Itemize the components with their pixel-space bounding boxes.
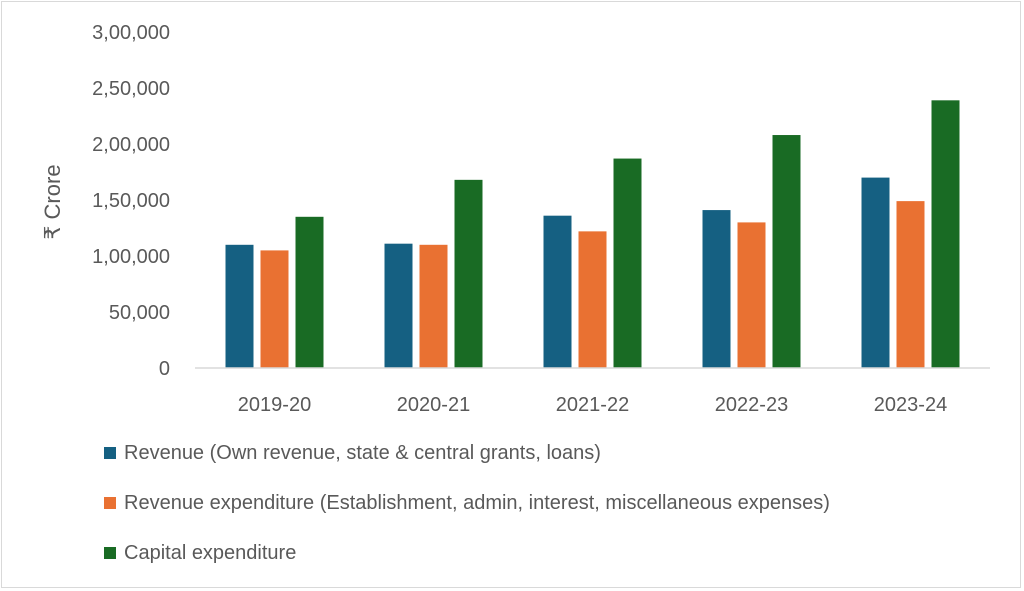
x-tick-label: 2020-21: [397, 394, 470, 416]
bars: [225, 100, 960, 368]
legend-label-capital-expenditure: Capital expenditure: [124, 541, 297, 564]
x-tick-label: 2023-24: [874, 394, 947, 416]
x-tick-label: 2021-22: [556, 394, 629, 416]
y-axis-ticks: 0 50,000 1,00,000 1,50,000 2,00,000 2,50,000 3…: [92, 22, 170, 380]
bar-revenue-expenditure-2019-20: [260, 250, 289, 368]
y-tick-label: 3,00,000: [92, 22, 170, 44]
legend-label-revenue: Revenue (Own revenue, state & central gr…: [124, 441, 601, 464]
bar-capital-expenditure-2021-22: [613, 158, 642, 368]
y-tick-label: 2,00,000: [92, 134, 170, 156]
legend-item-revenue-expenditure: Revenue expenditure (Establishment, admi…: [104, 490, 830, 516]
bar-revenue-expenditure-2023-24: [896, 201, 925, 368]
bar-revenue-2020-21: [384, 243, 413, 368]
y-tick-label: 50,000: [109, 302, 170, 324]
x-axis-ticks: 2019-20 2020-21 2021-22 2022-23 2023-24: [238, 394, 947, 416]
bar-revenue-expenditure-2022-23: [737, 222, 766, 368]
bar-chart: ₹ Crore 0 50,000 1,00,000 1,50,000 2,00,000 2…: [40, 22, 990, 416]
bar-capital-expenditure-2022-23: [772, 135, 801, 368]
legend-label-revenue-expenditure: Revenue expenditure (Establishment, admi…: [124, 491, 830, 514]
bar-revenue-expenditure-2021-22: [578, 231, 607, 368]
legend-swatch-revenue: [104, 447, 116, 459]
bar-revenue-expenditure-2020-21: [419, 244, 448, 368]
legend-item-revenue: Revenue (Own revenue, state & central gr…: [104, 440, 830, 466]
y-tick-label: 0: [159, 358, 170, 380]
legend-item-capital-expenditure: Capital expenditure: [104, 540, 830, 566]
y-tick-label: 2,50,000: [92, 78, 170, 100]
y-tick-label: 1,00,000: [92, 246, 170, 268]
legend-swatch-revenue-expenditure: [104, 497, 116, 509]
y-axis-label: ₹ Crore: [40, 164, 65, 239]
x-tick-label: 2019-20: [238, 394, 311, 416]
bar-revenue-2021-22: [543, 215, 572, 368]
y-tick-label: 1,50,000: [92, 190, 170, 212]
bar-capital-expenditure-2020-21: [454, 179, 483, 368]
bar-capital-expenditure-2023-24: [931, 100, 960, 368]
bar-revenue-2023-24: [861, 177, 890, 368]
bar-revenue-2022-23: [702, 210, 731, 368]
legend: Revenue (Own revenue, state & central gr…: [104, 440, 830, 590]
x-tick-label: 2022-23: [715, 394, 788, 416]
bar-capital-expenditure-2019-20: [295, 216, 324, 368]
bar-revenue-2019-20: [225, 244, 254, 368]
legend-swatch-capital-expenditure: [104, 547, 116, 559]
